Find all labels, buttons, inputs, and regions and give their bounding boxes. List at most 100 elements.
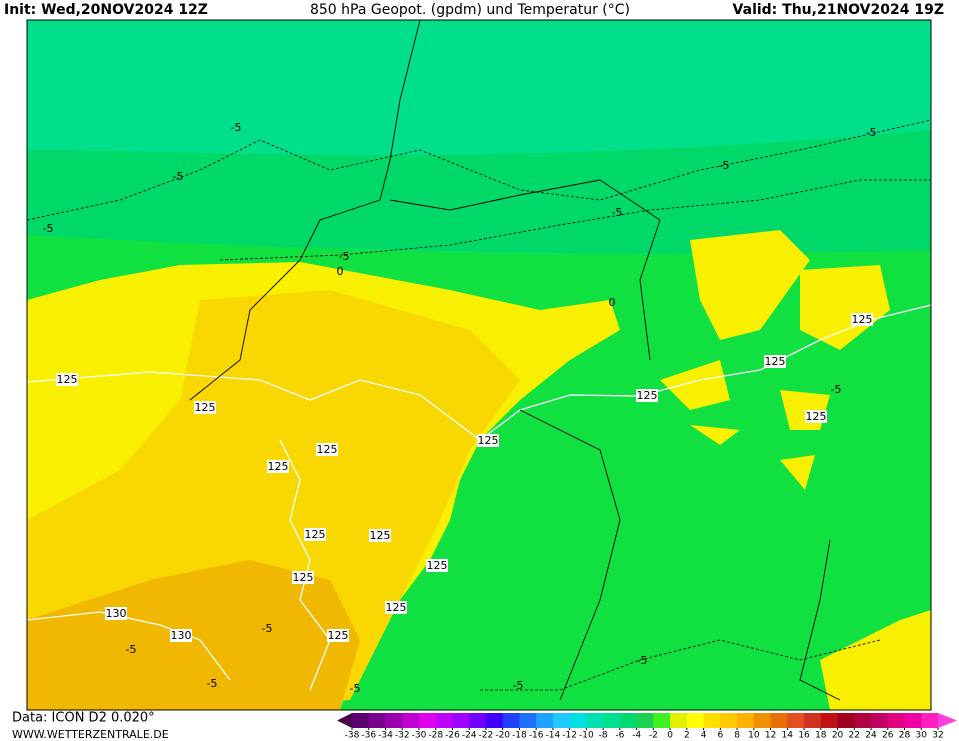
colorbar-bin — [854, 713, 872, 728]
colorbar-bin — [720, 713, 738, 728]
temperature-label: -5 — [173, 170, 184, 183]
colorbar-bin — [435, 713, 453, 728]
colorbar-arrow — [938, 713, 957, 728]
temperature-label: -5 — [719, 159, 730, 172]
colorbar-bin — [402, 713, 420, 728]
warm-patch — [660, 230, 931, 710]
label-box — [385, 601, 407, 614]
colorbar-label: 28 — [899, 731, 911, 741]
temperature-label: -5 — [126, 643, 137, 656]
geopotential-label: 125 — [195, 401, 216, 414]
label-box — [636, 389, 658, 402]
geopotential-label: 125 — [478, 434, 499, 447]
colorbar-label: 8 — [734, 731, 740, 741]
colorbar-bin — [837, 713, 855, 728]
colorbar-label: -20 — [495, 731, 510, 741]
colorbar-bin — [586, 713, 604, 728]
colorbar-bin — [921, 713, 939, 728]
colorbar-label: -22 — [479, 731, 494, 741]
colorbar-bin — [904, 713, 922, 728]
temperature-label: -5 — [231, 121, 242, 134]
temperature-label: -5 — [637, 654, 648, 667]
geopotential-label: 125 — [765, 355, 786, 368]
colorbar-bin — [552, 713, 571, 728]
temperature-label: 0 — [337, 265, 344, 278]
colorbar-label: -32 — [395, 731, 410, 741]
geopotential-label: 125 — [317, 443, 338, 456]
colorbar-bin — [368, 713, 386, 728]
temp-band — [27, 130, 931, 255]
colorbar-label: 30 — [916, 731, 928, 741]
colorbar-label: -36 — [361, 731, 376, 741]
temperature-label: -5 — [513, 679, 524, 692]
colorbar-bin — [603, 713, 621, 728]
map-frame — [26, 19, 932, 711]
colorbar-label: -14 — [546, 731, 561, 741]
contour-labels: 125 125 125 125 125 125 125 125 125 125 125 125 125 1… — [43, 121, 877, 695]
label-box — [170, 629, 192, 642]
colorbar-label: -34 — [378, 731, 393, 741]
colorbar-bin — [485, 713, 504, 728]
colorbar-bin — [804, 713, 822, 728]
website: WWW.WETTERZENTRALE.DE — [12, 728, 169, 741]
temperature-label: -5 — [831, 383, 842, 396]
geopotential-label: 125 — [57, 373, 78, 386]
colorbar-bin — [536, 713, 554, 728]
label-box — [56, 373, 78, 386]
geopotential-label: 130 — [106, 607, 127, 620]
label-box — [477, 434, 499, 447]
label-box — [267, 460, 289, 473]
colorbar-label: 22 — [849, 731, 860, 741]
colorbar-label: -18 — [512, 731, 527, 741]
colorbar-label: 24 — [865, 731, 877, 741]
label-box — [292, 571, 314, 584]
colorbar-label: -8 — [599, 731, 608, 741]
geopotential-label: 125 — [293, 571, 314, 584]
colorbar-label: 18 — [815, 731, 827, 741]
colorbar-bin — [737, 713, 755, 728]
colorbar-bin — [452, 713, 470, 728]
label-box — [426, 559, 448, 572]
colorbar-label: 12 — [765, 731, 776, 741]
colorbar-label: 2 — [684, 731, 690, 741]
colorbar-bin — [787, 713, 805, 728]
temperature-label: -5 — [866, 126, 877, 139]
colorbar-bin — [753, 713, 772, 728]
colorbar-bin — [820, 713, 839, 728]
colorbar-label: 20 — [832, 731, 844, 741]
colorbar-bin — [636, 713, 654, 728]
temperature-label: -5 — [339, 250, 350, 263]
colorbar-label: 16 — [798, 731, 810, 741]
geopotential-label: 125 — [370, 529, 391, 542]
temperature-label: -5 — [350, 682, 361, 695]
label-box — [304, 528, 326, 541]
colorbar-label: -6 — [615, 731, 624, 741]
geopotential-label: 125 — [328, 629, 349, 642]
colorbar: -38 -36 -34 -32 -30 -28 -26 -24 -22 -20 -18 -16 -14-… — [337, 713, 957, 741]
temperature-label: 0 — [609, 296, 616, 309]
colorbar-bin — [519, 713, 537, 728]
colorbar-label: -12 — [562, 731, 577, 741]
label-box — [764, 355, 786, 368]
colorbar-label: -16 — [529, 731, 544, 741]
geopotential-label: 125 — [268, 460, 289, 473]
colorbar-label: -28 — [428, 731, 443, 741]
colorbar-label: -30 — [412, 731, 427, 741]
temperature-label: -5 — [612, 206, 623, 219]
warm-region — [27, 560, 360, 710]
temperature-label: -5 — [207, 677, 218, 690]
colorbar-bin — [703, 713, 721, 728]
colorbar-bin — [619, 713, 638, 728]
colorbar-label: -10 — [579, 731, 594, 741]
label-box — [194, 401, 216, 414]
label-box — [105, 607, 127, 620]
colorbar-label: -2 — [649, 731, 658, 741]
colorbar-label: -38 — [345, 731, 360, 741]
colorbar-label: 0 — [667, 731, 673, 741]
geopotential-label: 125 — [427, 559, 448, 572]
colorbar-label: 10 — [748, 731, 760, 741]
label-box — [369, 529, 391, 542]
colorbar-bin — [569, 713, 587, 728]
colorbar-label: 14 — [782, 731, 794, 741]
